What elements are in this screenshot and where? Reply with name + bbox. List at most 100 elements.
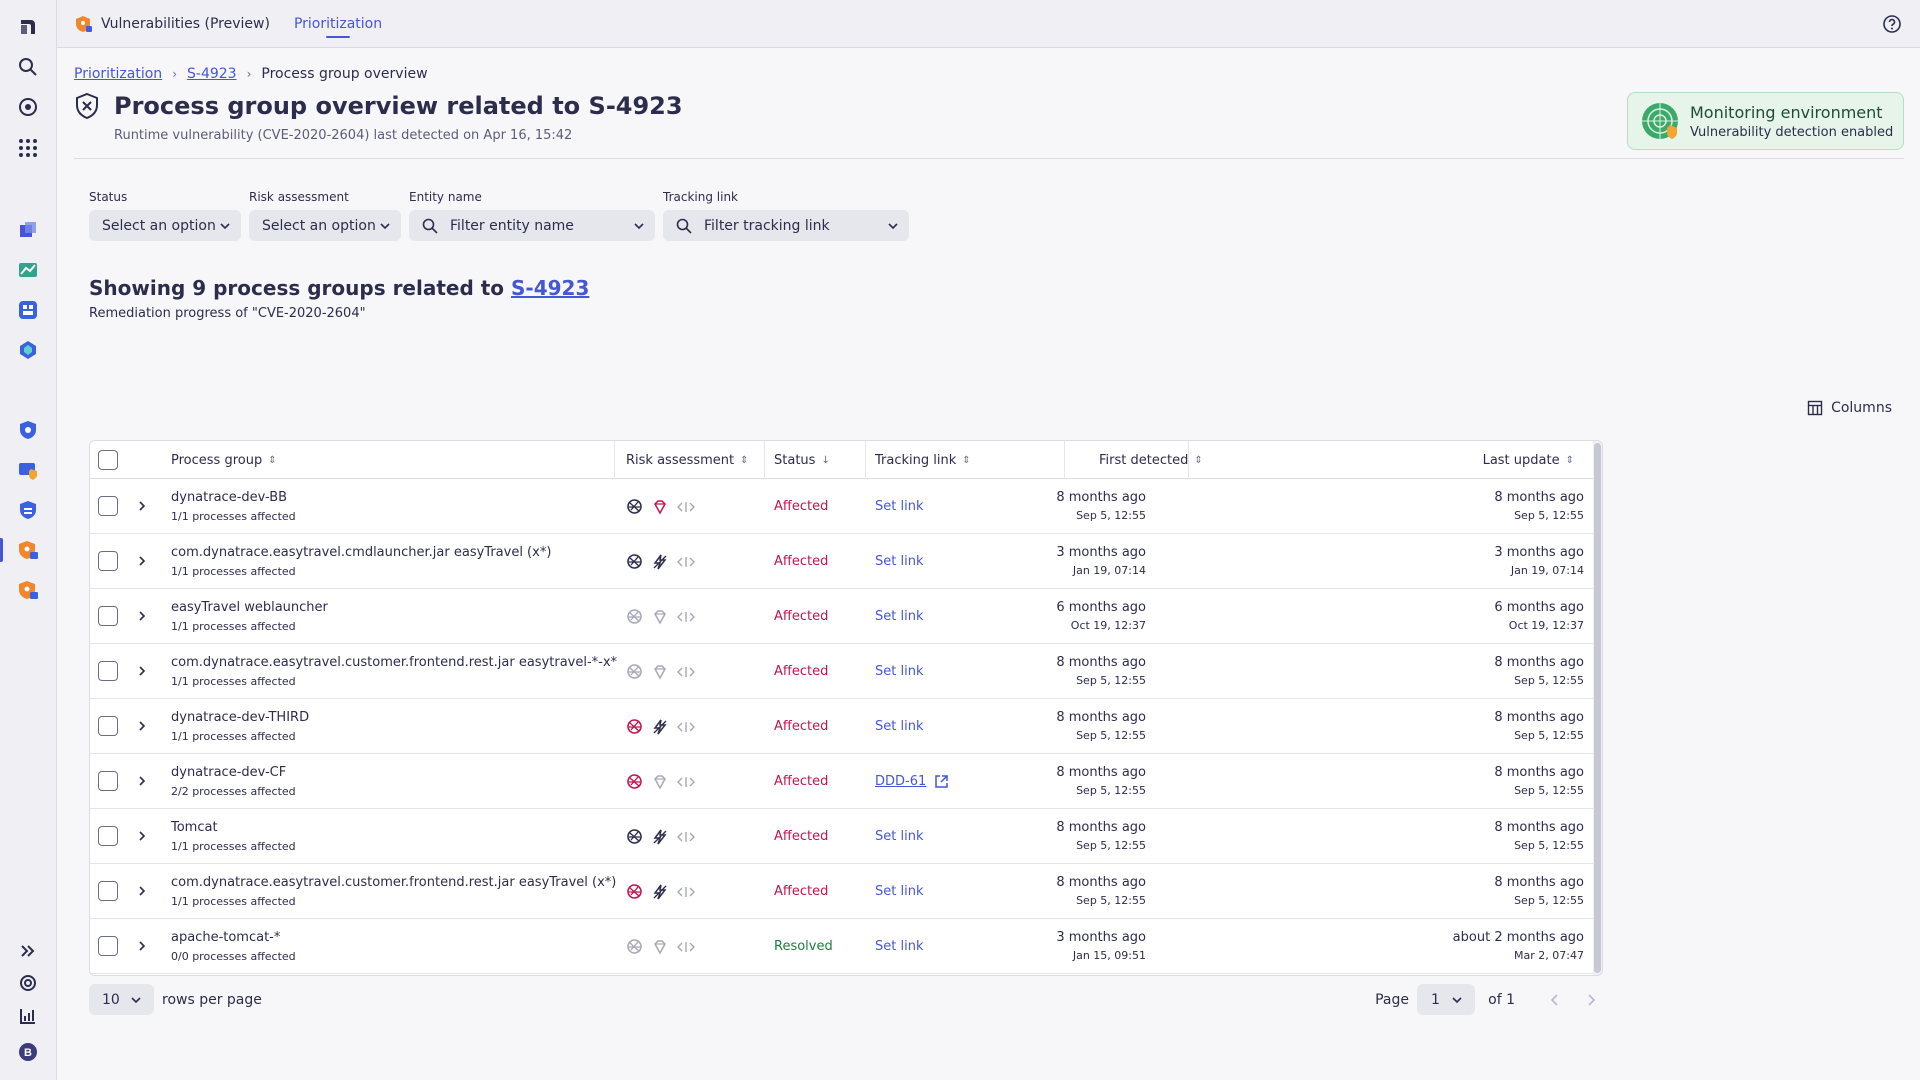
row-checkbox[interactable] [98, 661, 118, 681]
apps-grid-icon[interactable] [16, 136, 40, 160]
row-checkbox[interactable] [98, 606, 118, 626]
app-vulnerabilities-preview-icon[interactable] [16, 578, 40, 602]
process-group-name[interactable]: dynatrace-dev-BB [171, 490, 288, 505]
expand-row-icon[interactable] [136, 938, 148, 954]
set-link-button[interactable]: Set link [875, 499, 923, 514]
code-level-icon [677, 501, 695, 512]
process-group-name[interactable]: dynatrace-dev-THIRD [171, 710, 310, 725]
rows-per-page-select[interactable]: 10 [89, 984, 154, 1015]
set-link-button[interactable]: Set link [875, 719, 923, 734]
results-s-4923-link[interactable]: S-4923 [511, 276, 590, 300]
app-shield-icon[interactable] [16, 498, 40, 522]
column-header-label: Tracking link [875, 452, 957, 468]
expand-row-icon[interactable] [136, 883, 148, 899]
table-row[interactable]: com.dynatrace.easytravel.customer.fronte… [90, 644, 1602, 699]
chevron-down-icon [888, 223, 898, 230]
entity-name-input[interactable]: Filter entity name [409, 210, 655, 241]
tracking-link-text: Set link [875, 829, 924, 844]
breadcrumb-s-4923-link[interactable]: S-4923 [187, 66, 237, 82]
table-row[interactable]: com.dynatrace.easytravel.cmdlauncher.jar… [90, 534, 1602, 589]
row-checkbox[interactable] [98, 771, 118, 791]
column-header-last-update[interactable]: Last update ⇕ [1483, 441, 1574, 479]
process-group-name[interactable]: Tomcat [171, 820, 218, 835]
app-kubernetes-icon[interactable] [16, 338, 40, 362]
table-row[interactable]: dynatrace-dev-CF 2/2 processes affected … [90, 754, 1602, 809]
set-link-button[interactable]: Set link [875, 884, 923, 899]
row-checkbox[interactable] [98, 881, 118, 901]
breadcrumb-prioritization-link[interactable]: Prioritization [74, 66, 163, 82]
column-header-label: Status [774, 452, 816, 468]
set-link-button[interactable]: Set link [875, 664, 923, 679]
public-exploit-icon [627, 499, 642, 514]
processes-affected: 0/0 processes affected [171, 950, 296, 963]
columns-button[interactable]: Columns [1807, 400, 1892, 416]
select-all-checkbox[interactable] [98, 450, 118, 470]
first-detected-cell: 3 months ago Jan 19, 07:14 [1056, 545, 1146, 577]
expand-row-icon[interactable] [136, 773, 148, 789]
process-group-name[interactable]: apache-tomcat-* [171, 930, 281, 945]
public-exploit-icon [627, 829, 642, 844]
tab-prioritization[interactable]: Prioritization [294, 0, 382, 48]
set-link-button[interactable]: Set link [875, 829, 923, 844]
scrollbar-thumb[interactable] [1594, 443, 1601, 973]
app-security-shield-icon[interactable] [16, 418, 40, 442]
expand-row-icon[interactable] [136, 663, 148, 679]
table-scrollbar[interactable] [1593, 441, 1602, 975]
status-select[interactable]: Select an option [89, 210, 241, 241]
table-row[interactable]: easyTravel weblauncher 1/1 processes aff… [90, 589, 1602, 644]
app-vulnerabilities-icon[interactable] [16, 538, 40, 562]
columns-label: Columns [1831, 400, 1892, 416]
risk-assessment-select[interactable]: Select an option [249, 210, 401, 241]
usage-chart-icon[interactable] [16, 1004, 40, 1028]
row-checkbox[interactable] [98, 826, 118, 846]
table-row[interactable]: com.dynatrace.easytravel.customer.fronte… [90, 864, 1602, 919]
search-icon[interactable] [16, 55, 40, 79]
process-group-name[interactable]: com.dynatrace.easytravel.customer.fronte… [171, 655, 618, 670]
column-header-risk-assessment[interactable]: Risk assessment ⇕ [626, 441, 749, 479]
set-link-button[interactable]: Set link [875, 554, 923, 569]
row-checkbox[interactable] [98, 716, 118, 736]
set-link-button[interactable]: Set link [875, 939, 923, 954]
help-icon[interactable] [1882, 14, 1902, 34]
set-link-button[interactable]: Set link [875, 609, 923, 624]
app-security-scan-icon[interactable] [16, 458, 40, 482]
column-header-tracking-link[interactable]: Tracking link ⇕ [875, 441, 971, 479]
process-group-name[interactable]: easyTravel weblauncher [171, 600, 328, 615]
process-group-name[interactable]: dynatrace-dev-CF [171, 765, 287, 780]
table-row[interactable]: Tomcat 1/1 processes affected Affected S… [90, 809, 1602, 864]
column-header-first-detected[interactable]: First detected ⇕ [1099, 441, 1203, 479]
first-detected-relative: 8 months ago [1056, 765, 1146, 780]
dynatrace-logo-icon[interactable] [16, 15, 40, 39]
expand-row-icon[interactable] [136, 498, 148, 514]
radar-icon[interactable] [16, 95, 40, 119]
tracking-link-input[interactable]: Filter tracking link [663, 210, 909, 241]
table-row[interactable]: dynatrace-dev-BB 1/1 processes affected … [90, 479, 1602, 534]
first-detected-relative: 3 months ago [1056, 545, 1146, 560]
previous-page-icon[interactable] [1547, 992, 1563, 1008]
app-dashboard-icon[interactable] [16, 298, 40, 322]
tracking-link[interactable]: DDD-61 [875, 774, 949, 789]
expand-rail-icon[interactable] [16, 939, 40, 963]
page-select[interactable]: 1 [1417, 984, 1475, 1015]
row-checkbox[interactable] [98, 496, 118, 516]
user-avatar-icon[interactable]: B [16, 1040, 40, 1064]
expand-row-icon[interactable] [136, 553, 148, 569]
vulnerabilities-app-icon [76, 15, 92, 32]
process-group-name[interactable]: com.dynatrace.easytravel.cmdlauncher.jar… [171, 545, 552, 560]
app-cubes-icon[interactable] [16, 218, 40, 242]
first-detected-date: Jan 15, 09:51 [1072, 949, 1146, 962]
column-header-status[interactable]: Status ↓ [774, 441, 830, 479]
app-chart-icon[interactable] [16, 258, 40, 282]
column-header-process-group[interactable]: Process group ⇕ [171, 441, 277, 479]
expand-row-icon[interactable] [136, 718, 148, 734]
expand-row-icon[interactable] [136, 608, 148, 624]
expand-row-icon[interactable] [136, 828, 148, 844]
next-page-icon[interactable] [1583, 992, 1599, 1008]
support-lifebuoy-icon[interactable] [16, 971, 40, 995]
table-row[interactable]: apache-tomcat-* 0/0 processes affected R… [90, 919, 1602, 974]
process-group-name[interactable]: com.dynatrace.easytravel.customer.fronte… [171, 875, 617, 890]
table-row[interactable]: dynatrace-dev-THIRD 1/1 processes affect… [90, 699, 1602, 754]
chevron-down-icon [634, 223, 644, 230]
row-checkbox[interactable] [98, 936, 118, 956]
row-checkbox[interactable] [98, 551, 118, 571]
